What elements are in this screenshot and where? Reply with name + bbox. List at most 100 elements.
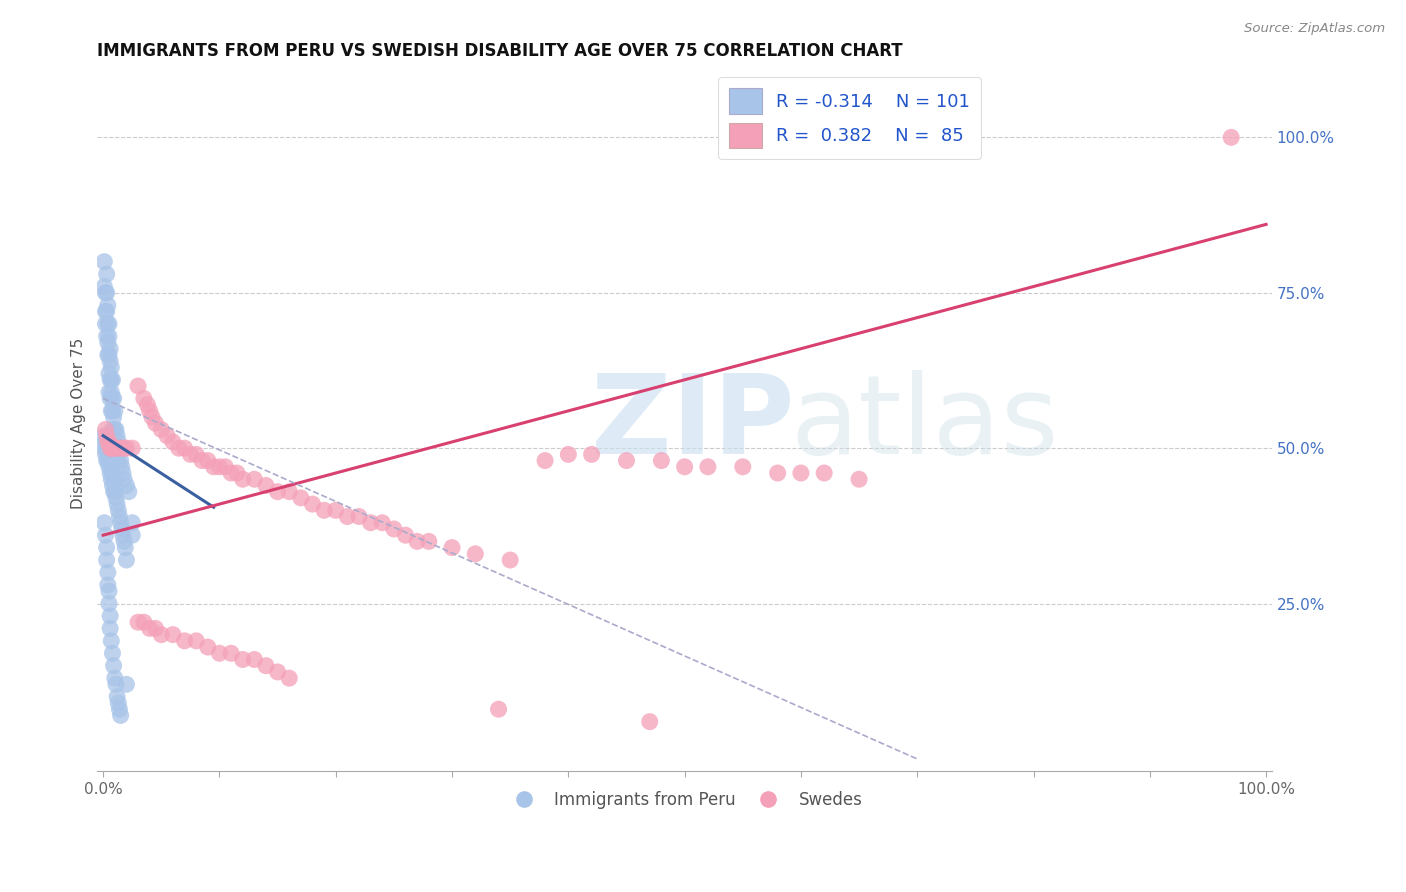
Point	[93, 516, 115, 530]
Point	[98, 597, 121, 611]
Point	[98, 367, 121, 381]
Point	[347, 509, 370, 524]
Point	[115, 441, 138, 455]
Point	[100, 404, 122, 418]
Legend: Immigrants from Peru, Swedes: Immigrants from Peru, Swedes	[501, 784, 869, 815]
Point	[557, 447, 579, 461]
Point	[232, 472, 254, 486]
Point	[96, 553, 118, 567]
Point	[107, 503, 129, 517]
Point	[98, 348, 121, 362]
Point	[98, 385, 121, 400]
Point	[98, 342, 121, 356]
Point	[96, 285, 118, 300]
Point	[104, 677, 127, 691]
Point	[94, 285, 117, 300]
Point	[103, 410, 125, 425]
Point	[103, 658, 125, 673]
Point	[104, 441, 127, 455]
Point	[94, 317, 117, 331]
Point	[104, 671, 127, 685]
Point	[100, 385, 122, 400]
Point	[766, 466, 789, 480]
Point	[103, 428, 125, 442]
Point	[101, 478, 124, 492]
Point	[162, 627, 184, 641]
Point	[418, 534, 440, 549]
Point	[96, 329, 118, 343]
Point	[97, 348, 120, 362]
Point	[278, 671, 301, 685]
Point	[371, 516, 394, 530]
Point	[101, 466, 124, 480]
Point	[100, 373, 122, 387]
Point	[104, 484, 127, 499]
Point	[111, 459, 134, 474]
Point	[167, 441, 190, 455]
Point	[112, 534, 135, 549]
Point	[97, 566, 120, 580]
Point	[115, 677, 138, 691]
Point	[98, 317, 121, 331]
Point	[100, 441, 122, 455]
Point	[100, 633, 122, 648]
Point	[406, 534, 429, 549]
Point	[97, 434, 120, 449]
Point	[121, 516, 143, 530]
Point	[382, 522, 405, 536]
Point	[173, 441, 195, 455]
Point	[101, 441, 124, 455]
Point	[731, 459, 754, 474]
Point	[638, 714, 661, 729]
Point	[202, 459, 225, 474]
Point	[243, 472, 266, 486]
Point	[110, 516, 132, 530]
Point	[127, 615, 149, 630]
Point	[98, 447, 121, 461]
Point	[616, 453, 638, 467]
Point	[145, 417, 167, 431]
Point	[266, 665, 288, 679]
Point	[104, 491, 127, 505]
Point	[97, 298, 120, 312]
Point	[107, 434, 129, 449]
Point	[98, 453, 121, 467]
Text: ZIP: ZIP	[591, 370, 794, 477]
Point	[101, 373, 124, 387]
Point	[104, 423, 127, 437]
Point	[278, 484, 301, 499]
Point	[441, 541, 464, 555]
Point	[132, 615, 155, 630]
Point	[104, 441, 127, 455]
Point	[107, 453, 129, 467]
Point	[104, 423, 127, 437]
Point	[96, 453, 118, 467]
Point	[243, 652, 266, 666]
Point	[336, 509, 359, 524]
Point	[101, 423, 124, 437]
Point	[112, 441, 135, 455]
Point	[173, 633, 195, 648]
Point	[179, 447, 201, 461]
Point	[110, 453, 132, 467]
Point	[100, 360, 122, 375]
Point	[103, 441, 125, 455]
Text: atlas: atlas	[790, 370, 1059, 477]
Point	[94, 304, 117, 318]
Point	[93, 279, 115, 293]
Point	[98, 392, 121, 406]
Point	[105, 447, 128, 461]
Point	[314, 503, 336, 517]
Point	[108, 509, 131, 524]
Point	[162, 434, 184, 449]
Point	[219, 466, 242, 480]
Point	[325, 503, 347, 517]
Point	[105, 690, 128, 704]
Point	[97, 335, 120, 350]
Point	[145, 622, 167, 636]
Point	[186, 633, 208, 648]
Y-axis label: Disability Age Over 75: Disability Age Over 75	[72, 338, 86, 509]
Point	[107, 696, 129, 710]
Point	[254, 478, 277, 492]
Point	[136, 398, 159, 412]
